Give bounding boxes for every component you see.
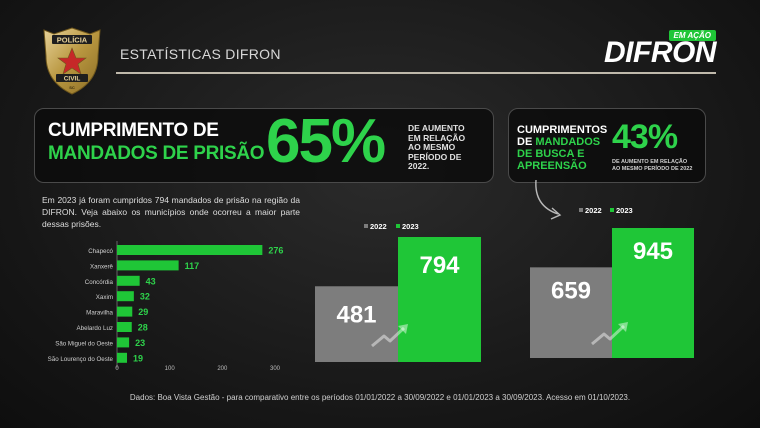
- header-divider: [116, 72, 716, 74]
- bar: [530, 267, 612, 358]
- stat2-label-line4: APREENSÃO: [517, 160, 587, 172]
- bar: [117, 260, 179, 271]
- tick-label: 100: [165, 366, 176, 372]
- data-label: 794: [419, 252, 460, 279]
- legend-label: 2023: [402, 222, 419, 231]
- data-label: 28: [138, 323, 148, 333]
- tick-label: 0: [115, 366, 119, 372]
- bar: [117, 291, 134, 302]
- data-label: 276: [268, 246, 283, 256]
- legend-swatch: [364, 224, 368, 228]
- category-label: Maravilha: [86, 310, 113, 317]
- legend-label: 2023: [616, 206, 633, 215]
- category-label: Chapecó: [88, 248, 113, 255]
- trend-arrow-icon: [591, 324, 626, 346]
- legend-swatch: [579, 208, 583, 212]
- category-label: São Lourenço do Oeste: [48, 356, 114, 363]
- logo-tag: EM AÇÃO: [668, 30, 716, 41]
- bar: [117, 306, 133, 317]
- legend-label: 2022: [585, 206, 602, 215]
- stat1-desc-line: DE AUMENTO: [408, 123, 465, 133]
- bar: [117, 322, 132, 332]
- trend-arrow-head-icon: [618, 322, 628, 332]
- stat2-label: CUMPRIMENTOS DE MANDADOS DE BUSCA E APRE…: [517, 124, 607, 172]
- legend-swatch: [610, 208, 614, 212]
- stat1-desc-line: 2022.: [408, 161, 430, 171]
- data-label: 659: [551, 277, 591, 304]
- legend-swatch: [396, 224, 400, 228]
- category-label: Abelardo Luz: [77, 325, 113, 332]
- stat1-percent: 65%: [266, 107, 386, 176]
- category-label: Xaxim: [96, 294, 113, 301]
- data-label: 117: [185, 261, 200, 271]
- tick-label: 200: [217, 366, 228, 372]
- stat1-label-line1: CUMPRIMENTO DE: [48, 120, 219, 141]
- data-label: 29: [138, 307, 148, 317]
- data-label: 481: [336, 301, 376, 328]
- data-label: 23: [135, 338, 145, 348]
- stat1-desc-line: PERÍODO DE: [408, 151, 462, 162]
- bar: [398, 237, 481, 362]
- source-note: Dados: Boa Vista Gestão - para comparati…: [129, 393, 631, 402]
- curved-arrow-icon: [535, 179, 562, 220]
- category-label: Xanxerê: [90, 263, 114, 270]
- data-label: 19: [133, 353, 143, 363]
- page-title: ESTATÍSTICAS DIFRON: [120, 46, 281, 62]
- stat2-label-line2: MANDADOS: [535, 136, 601, 148]
- logo-text: DIFRON: [604, 36, 717, 69]
- badge-bottom-text: CIVIL: [64, 76, 81, 83]
- police-badge-icon: POLÍCIA CIVIL SC: [43, 27, 101, 95]
- bar: [117, 275, 140, 286]
- stat2-label-line1: CUMPRIMENTOS: [517, 124, 608, 136]
- badge-state-text: SC: [69, 85, 75, 90]
- difron-logo: EM AÇÃO DIFRON: [604, 30, 720, 70]
- stat2-description: DE AUMENTO EM RELAÇÃO AO MESMO PERÍODO D…: [612, 159, 704, 172]
- category-label: Concórdia: [85, 279, 114, 286]
- data-label: 32: [140, 292, 150, 302]
- stat1-desc-line: AO MESMO: [408, 142, 456, 152]
- bar: [315, 286, 398, 362]
- tick-label: 300: [270, 366, 281, 372]
- intro-text: Em 2023 já foram cumpridos 794 mandados …: [42, 195, 300, 229]
- data-label: 43: [146, 276, 156, 286]
- category-label: São Miguel do Oeste: [55, 340, 113, 347]
- bar: [117, 245, 263, 255]
- stat1-description: DE AUMENTO EM RELAÇÃO AO MESMO PERÍODO D…: [408, 123, 488, 172]
- stat-box-busca: [508, 108, 706, 183]
- stat1-desc-line: EM RELAÇÃO: [408, 132, 466, 143]
- bar: [612, 228, 694, 358]
- trend-arrow-icon: [371, 326, 406, 348]
- stat2-label-line3: DE BUSCA E: [517, 148, 585, 160]
- legend-label: 2022: [370, 222, 387, 231]
- trend-arrow-head-icon: [398, 324, 408, 334]
- bar: [117, 337, 130, 348]
- stat2-desc-line: DE AUMENTO EM RELAÇÃO: [612, 159, 688, 165]
- data-label: 945: [633, 238, 673, 265]
- stat2-label-prefix: DE: [517, 136, 533, 148]
- stat2-percent: 43%: [612, 118, 678, 156]
- badge-top-text: POLÍCIA: [57, 36, 88, 45]
- bar: [117, 352, 128, 363]
- stat-box-prisao: [34, 108, 494, 183]
- stat2-desc-line: AO MESMO PERÍODO DE 2022: [612, 165, 693, 172]
- stat1-label-line2: MANDADOS DE PRISÃO: [48, 143, 265, 164]
